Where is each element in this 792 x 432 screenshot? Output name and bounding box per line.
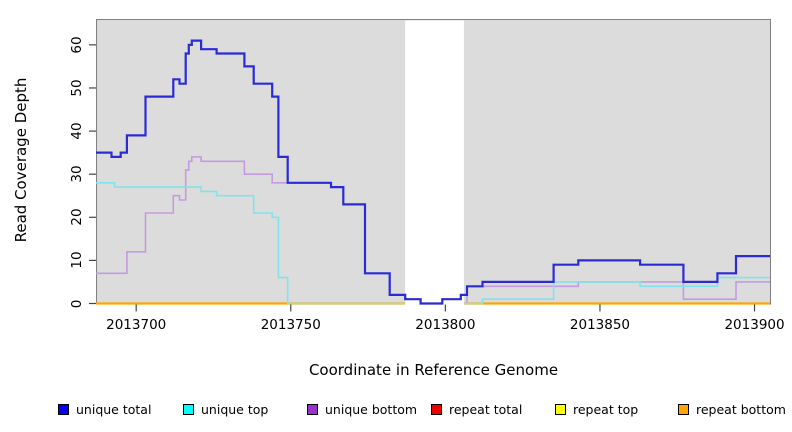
legend-label: unique bottom: [325, 401, 418, 417]
legend-swatch-icon: [58, 403, 69, 415]
y-tick-label: 60: [69, 36, 85, 54]
x-tick-label: 2013900: [724, 317, 785, 333]
legend-label: repeat bottom: [696, 401, 786, 417]
legend-label: repeat total: [449, 401, 523, 417]
legend-swatch-icon: [183, 403, 194, 415]
x-tick-label: 2013850: [569, 317, 631, 333]
x-tick-label: 2013750: [260, 317, 321, 333]
series-unique-top: [96, 182, 770, 305]
legend-item-repeat-total: repeat total: [431, 401, 522, 417]
legend-item-repeat-bottom: repeat bottom: [678, 401, 786, 417]
legend-swatch-icon: [555, 403, 566, 415]
legend-swatch-icon: [431, 403, 442, 415]
x-axis-title: Coordinate in Reference Genome: [308, 361, 559, 379]
legend-swatch-icon: [678, 403, 689, 415]
legend-label: unique top: [201, 401, 269, 417]
legend-item-repeat-top: repeat top: [555, 401, 638, 417]
y-axis-title: Read Coverage Depth: [12, 77, 30, 243]
legend-item-unique-total: unique total: [58, 401, 151, 417]
legend-label: unique total: [76, 401, 152, 417]
legend-swatch-icon: [307, 403, 318, 415]
x-tick-label: 2013700: [106, 317, 167, 333]
legend-item-unique-bottom: unique bottom: [307, 401, 417, 417]
masked-region: [405, 20, 464, 305]
legend-label: repeat top: [573, 401, 639, 417]
x-tick-label: 2013800: [415, 317, 476, 333]
legend-item-unique-top: unique top: [183, 401, 268, 417]
series-unique-total: [96, 39, 770, 305]
